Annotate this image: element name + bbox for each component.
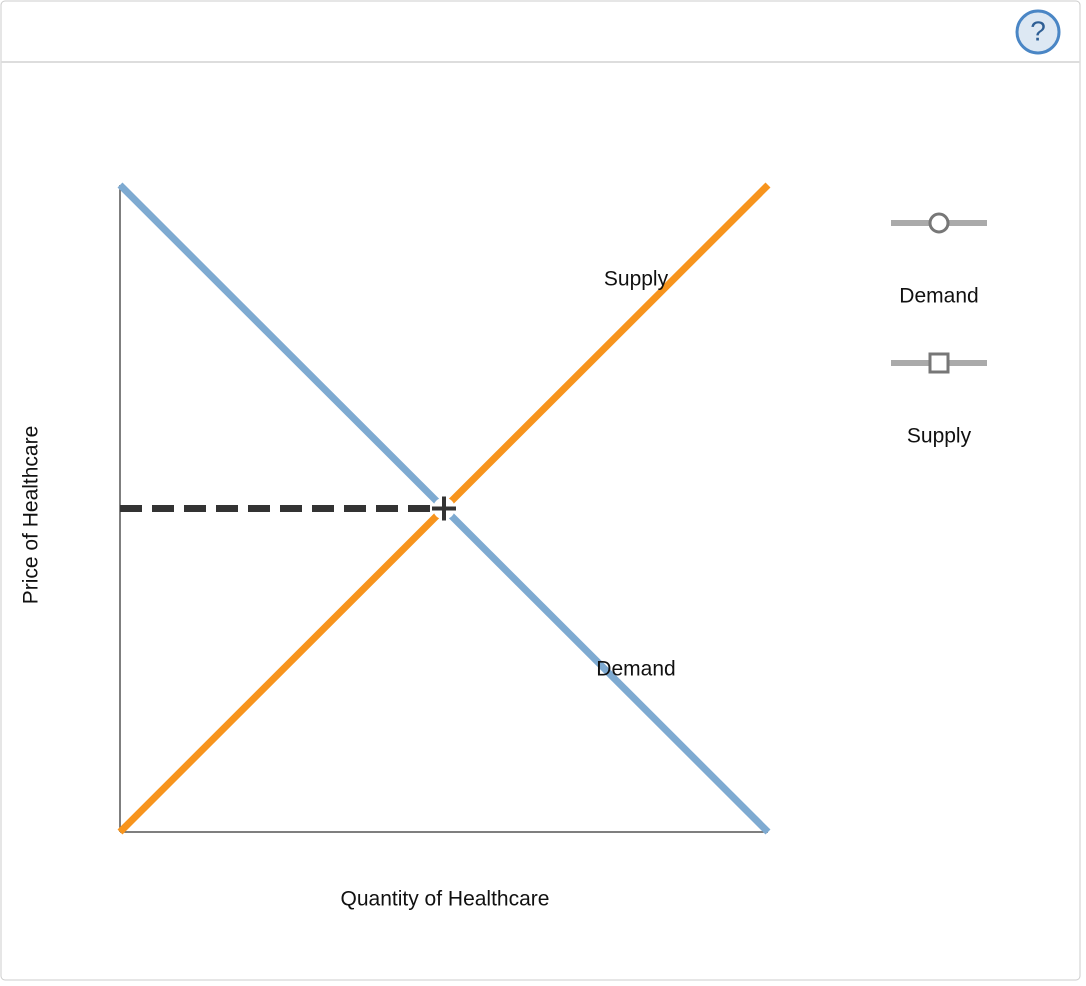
help-circle[interactable] bbox=[1015, 9, 1061, 55]
y-axis-title: Price of Healthcare bbox=[20, 426, 43, 605]
x-axis-title: Quantity of Healthcare bbox=[341, 888, 550, 911]
demand-tool-marker[interactable] bbox=[928, 212, 950, 234]
supply-tool-marker[interactable] bbox=[928, 352, 950, 374]
curve-label-demand: Demand bbox=[596, 658, 675, 681]
legend: Demand Supply bbox=[891, 212, 987, 448]
legend-demand[interactable]: Demand bbox=[899, 285, 978, 308]
help-button[interactable]: ? bbox=[1015, 9, 1061, 55]
help-label[interactable]: ? bbox=[1030, 15, 1046, 46]
curve-label-supply: Supply bbox=[604, 268, 669, 291]
legend-supply[interactable]: Supply bbox=[907, 425, 972, 448]
equilibrium-point bbox=[432, 496, 456, 521]
